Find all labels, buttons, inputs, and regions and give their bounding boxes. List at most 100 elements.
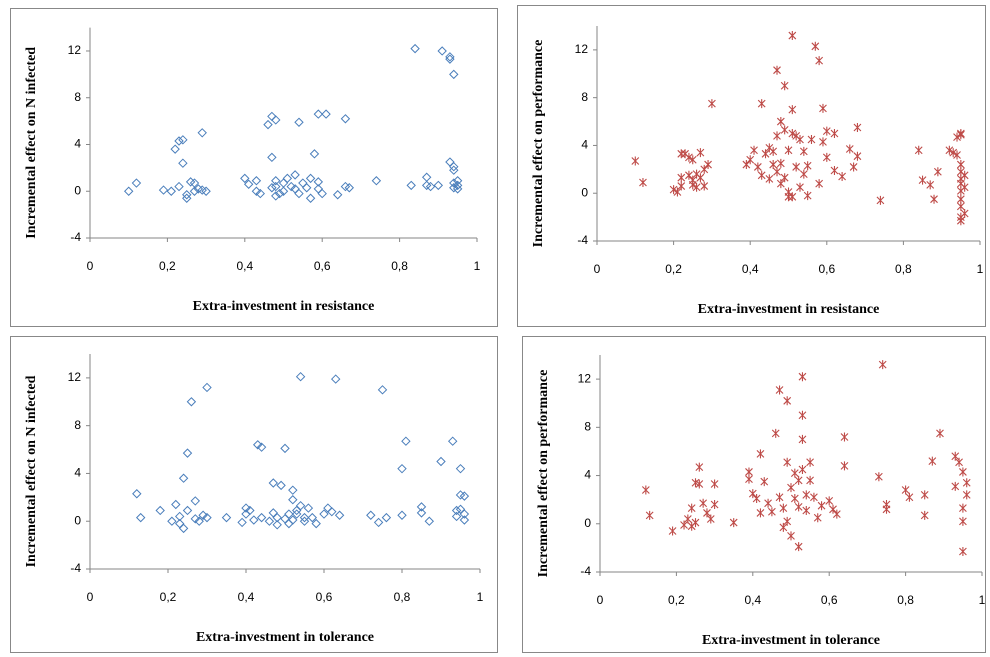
point [245,505,255,516]
y-tick-label: 4 [581,138,588,152]
panel: -4 0 4 8 12 0 0,2 0,4 0,6 0,8 1 Extra-investment in… [10,336,498,653]
point [960,209,969,219]
point [451,505,462,516]
point [775,385,784,395]
point [819,137,827,147]
point [170,144,180,154]
point [783,396,792,406]
point [878,360,887,370]
point [959,547,967,557]
panel: -4 0 4 8 12 0 0,2 0,4 0,6 0,8 1 Extra-investment in… [522,336,986,653]
point [840,461,849,471]
point [783,516,792,526]
y-tick-label: 12 [575,42,589,56]
point [201,186,211,196]
point [806,475,814,485]
point [416,502,427,512]
y-tick-label: -4 [70,561,81,575]
point [745,474,753,484]
point [776,117,785,127]
point [288,495,298,505]
point [677,181,686,191]
point [779,503,788,513]
point [760,477,769,487]
point [267,152,277,163]
point [447,436,458,446]
point [700,164,709,174]
point [787,531,795,541]
point [132,489,142,499]
point [330,374,341,384]
x-tick-label: 1 [979,593,986,607]
y-tick-label: 4 [74,137,81,151]
point [688,155,697,165]
point [959,516,967,526]
point [410,43,420,54]
point [639,177,647,187]
point [692,182,701,192]
point [340,114,351,124]
point [956,216,965,226]
panel-frame [10,8,498,327]
y-tick-label: 12 [578,371,592,385]
x-tick-label: 0,8 [897,593,914,607]
point [750,145,758,155]
point [194,516,204,526]
y-tick-label: 8 [74,90,81,104]
y-axis-label: Incremental effect on performance [536,370,551,578]
x-tick-label: 0,6 [314,259,331,273]
point [416,508,427,518]
x-axis-label: Extra-investment in resistance [193,299,375,314]
y-tick-label: 4 [584,468,591,482]
point [876,195,885,205]
point [433,180,444,191]
point [680,520,688,530]
point [687,503,696,513]
point [807,134,816,144]
point [853,151,862,161]
point [313,109,324,119]
point [920,510,929,520]
x-tick-label: 0,2 [160,590,177,604]
point [276,480,286,491]
point [685,170,693,180]
point [710,499,719,509]
point [251,176,262,186]
point [769,160,778,170]
point [949,148,958,158]
point [956,201,965,211]
x-tick-label: 0 [597,593,604,607]
point [401,436,411,446]
point [449,165,459,175]
point [182,448,193,458]
point [936,428,944,438]
point [189,186,200,196]
x-tick-label: 0,2 [665,262,682,276]
point [914,145,923,155]
point [673,187,682,197]
point [817,501,826,511]
point [761,149,770,159]
point [930,194,938,204]
point [783,457,792,467]
point [645,510,654,520]
point [406,180,416,191]
point [174,181,184,192]
point [305,173,316,184]
point [202,382,212,393]
point [696,148,705,158]
point [186,397,197,407]
x-tick-label: 0,8 [895,262,912,276]
point [321,109,331,119]
point [241,503,251,513]
y-tick-label: -4 [580,564,591,578]
point [240,173,250,184]
point [746,155,755,165]
x-tick-label: 0,2 [159,259,176,273]
point [825,496,834,506]
point [776,179,785,189]
point [264,516,275,526]
point [796,182,804,192]
point [803,191,812,201]
point [286,181,296,192]
